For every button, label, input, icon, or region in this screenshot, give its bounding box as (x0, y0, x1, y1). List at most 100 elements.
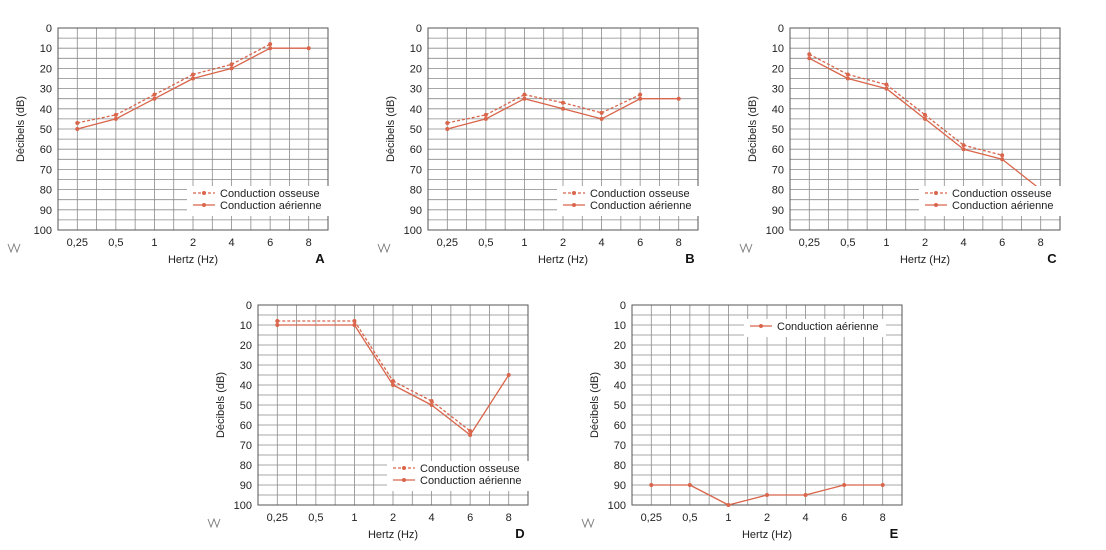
chart-b-series-segment (447, 118, 487, 130)
chart-b-ytick: 20 (410, 63, 422, 75)
chart-b-legend-bg (557, 186, 699, 216)
chart-b-ytick: 90 (410, 205, 422, 217)
audiogram-c-svg: 0 10 20 30 40 50 60 70 80 90 100 0,25 0,5 1 2 4 6 8 Hertz … (739, 23, 1061, 266)
chart-b-data-point (638, 92, 643, 97)
chart-e-data-point (880, 483, 885, 487)
chart-a-series-segment (231, 43, 271, 65)
chart-b-data-point (445, 120, 450, 125)
chart-d-data-point (506, 373, 511, 377)
chart-b-panel-letter: B (685, 251, 694, 266)
chart-a-xtick: 1 (151, 237, 157, 249)
chart-b-data-point (483, 112, 488, 117)
chart-a-xtick: 0,25 (67, 237, 88, 249)
chart-a-data-point (152, 92, 157, 97)
chart-d-ytick: 100 (234, 500, 252, 512)
chart-c-series-segment (963, 144, 1003, 156)
chart-a-ytick: 60 (40, 144, 52, 156)
chart-d-ylabel: Décibels (dB) (215, 372, 227, 438)
chart-c-xtick: 0,5 (840, 237, 855, 249)
chart-d-data-point (429, 399, 434, 403)
chart-c-ytick: 80 (772, 185, 784, 197)
chart-c-xtick: 6 (999, 237, 1005, 249)
chart-b-legend-label: Conduction aérienne (590, 200, 692, 212)
chart-a-legend-marker (202, 191, 206, 195)
chart-a-xtick: 4 (229, 237, 235, 249)
chart-a-xlabel: Hertz (Hz) (168, 254, 218, 266)
chart-b-frame (427, 27, 699, 231)
chart-b-series-segment (524, 98, 564, 110)
chart-a-series-segment (77, 114, 116, 124)
chart-c-series-segment (808, 57, 849, 80)
chart-a-data-point (191, 72, 195, 77)
chart-d-xtick: 2 (390, 512, 396, 524)
chart-d-legend-label: Conduction aérienne (420, 475, 522, 487)
chart-c-ytick: 60 (772, 144, 784, 156)
chart-a-ytick: 80 (40, 185, 52, 197)
chart-a-ytick: 20 (40, 63, 52, 75)
chart-a-logo-mark (7, 242, 21, 254)
chart-a-data-point (191, 76, 195, 81)
chart-e-ytick: 10 (614, 320, 626, 332)
chart-c-xlabel: Hertz (Hz) (900, 254, 950, 266)
chart-e-data-point (649, 483, 654, 487)
chart-a-series-segment (154, 77, 194, 100)
chart-d-data-point (468, 433, 473, 437)
chart-b-series-bone (445, 92, 643, 125)
chart-a-data-point (75, 127, 80, 131)
chart-d-ytick: 60 (240, 420, 252, 432)
chart-c-series-segment (886, 88, 926, 120)
chart-d-xtick: 6 (467, 512, 473, 524)
chart-a-series-bone (75, 42, 273, 125)
chart-c-data-point (884, 86, 889, 91)
chart-c-series-segment (1001, 158, 1042, 191)
chart-c-legend-label: Conduction osseuse (952, 188, 1052, 200)
chart-a-data-point (229, 66, 234, 71)
chart-a-series-segment (192, 63, 232, 76)
audiogram-b-svg: 0 10 20 30 40 50 60 70 80 90 100 0,25 0,5 1 2 4 6 8 Hertz … (377, 23, 699, 266)
chart-e-ytick: 70 (614, 440, 626, 452)
audiogram-panel-e: 0 10 20 30 40 50 60 70 80 90 100 0,25 0,5 1 2 4 6 8 Hertz … (575, 277, 943, 550)
chart-c-series-segment (808, 53, 849, 76)
chart-c-data-point (1000, 157, 1005, 162)
chart-a-ytick: 0 (46, 23, 52, 35)
chart-d-data-point (352, 323, 357, 327)
chart-a-data-point (229, 62, 234, 67)
chart-e-ytick: 20 (614, 340, 626, 352)
chart-c-data-point (807, 56, 812, 61)
chart-c-legend-bg (919, 186, 1061, 216)
chart-d-data-point (275, 323, 280, 327)
chart-e-data-point (765, 493, 769, 497)
chart-c-series-segment (924, 118, 964, 150)
chart-d-logo-mark (207, 517, 221, 529)
chart-e-data-point (726, 503, 731, 507)
chart-e-ytick: 50 (614, 400, 626, 412)
chart-a-xtick: 8 (306, 237, 312, 249)
chart-e-series-segment (728, 494, 768, 506)
chart-d-xtick: 1 (351, 512, 357, 524)
chart-b-ytick: 100 (404, 225, 422, 237)
chart-a-series-segment (115, 94, 155, 116)
chart-b-legend-marker (572, 191, 576, 195)
chart-b-xtick: 8 (676, 237, 682, 249)
chart-e-xtick: 0,25 (641, 512, 662, 524)
chart-b-series-segment (485, 98, 525, 120)
chart-a-frame (57, 27, 329, 231)
chart-b-data-point (638, 96, 643, 101)
chart-c-data-point (845, 72, 850, 77)
chart-a-ytick: 90 (40, 205, 52, 217)
chart-b-ytick: 10 (410, 43, 422, 55)
chart-c-xtick: 2 (922, 237, 928, 249)
chart-e-xtick: 4 (803, 512, 809, 524)
chart-b-data-point (445, 127, 450, 131)
chart-a-series-air (75, 46, 311, 131)
chart-d-ytick: 10 (240, 320, 252, 332)
chart-d-xtick: 8 (506, 512, 512, 524)
chart-c-logo-mark (739, 242, 753, 254)
audiogram-a-svg: 0 10 20 30 40 50 60 70 80 90 100 0,25 0,5 1 2 4 6 8 Hertz … (7, 23, 329, 266)
chart-b-series-segment (601, 98, 641, 120)
chart-d-ytick: 90 (240, 480, 252, 492)
chart-a-legend-marker (202, 203, 206, 207)
chart-e-frame (631, 304, 903, 506)
chart-e-xtick: 6 (841, 512, 847, 524)
